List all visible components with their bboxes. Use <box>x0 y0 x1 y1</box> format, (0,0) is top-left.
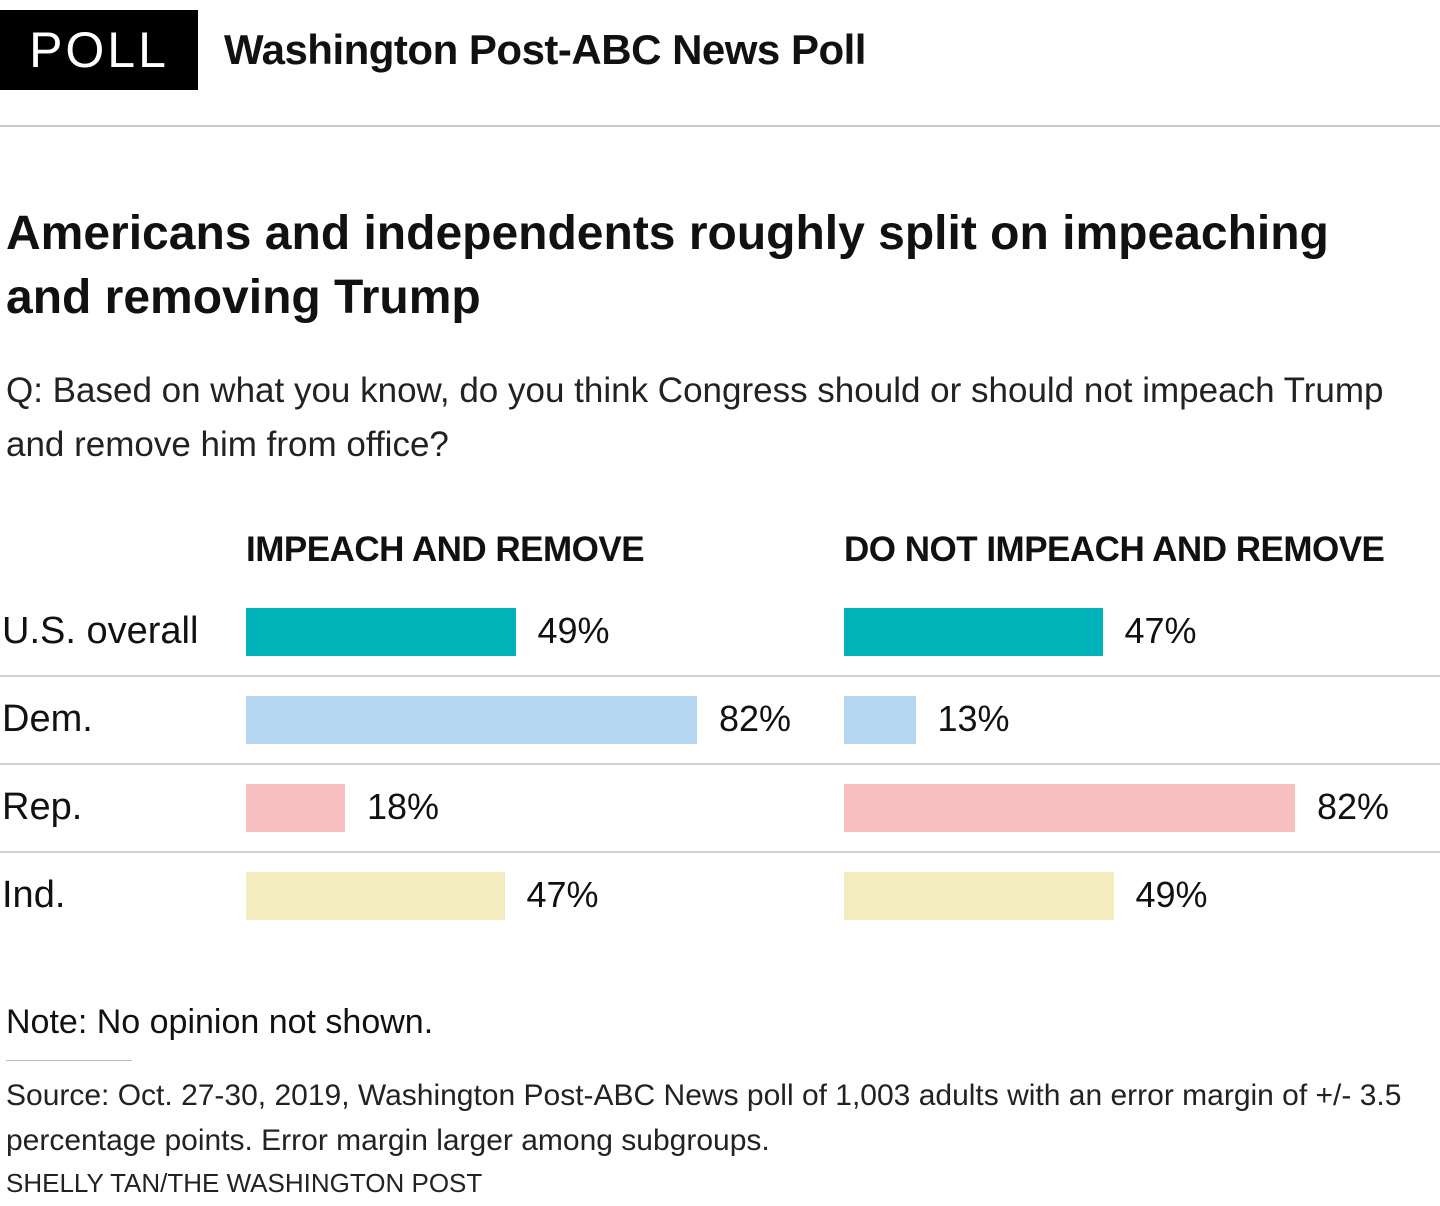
row-divider <box>0 763 1440 765</box>
chart-source: Source: Oct. 27-30, 2019, Washington Pos… <box>6 1079 1402 1157</box>
row-label-u-s-overall: U.S. overall <box>2 610 199 652</box>
column-header-do-not-impeach: DO NOT IMPEACH AND REMOVE <box>844 530 1385 569</box>
bar-do-not-impeach-ind <box>844 872 1114 920</box>
value-label-do-not-impeach-dem: 13% <box>937 698 1010 739</box>
value-label-impeach-dem: 82% <box>719 698 792 739</box>
row-label-dem: Dem. <box>2 698 93 740</box>
header-divider <box>0 125 1440 127</box>
bar-impeach-rep <box>246 784 345 832</box>
poll-question: Q: Based on what you know, do you think … <box>6 371 1384 464</box>
chart-credit: SHELLY TAN/THE WASHINGTON POST <box>6 1168 483 1198</box>
column-header-impeach: IMPEACH AND REMOVE <box>246 530 645 569</box>
bar-impeach-u-s-overall <box>246 608 516 656</box>
poll-title: Washington Post-ABC News Poll <box>224 26 866 73</box>
value-label-do-not-impeach-rep: 82% <box>1317 786 1390 827</box>
bar-impeach-ind <box>246 872 505 920</box>
row-label-ind: Ind. <box>2 874 66 916</box>
row-divider <box>0 851 1440 853</box>
value-label-do-not-impeach-u-s-overall: 47% <box>1124 610 1197 651</box>
bar-do-not-impeach-rep <box>844 784 1295 832</box>
poll-badge: POLL <box>0 10 198 90</box>
bar-do-not-impeach-u-s-overall <box>844 608 1103 656</box>
chart-headline: Americans and independents roughly split… <box>6 207 1329 324</box>
row-divider <box>0 675 1440 677</box>
note-divider <box>6 1060 132 1061</box>
value-label-do-not-impeach-ind: 49% <box>1135 874 1208 915</box>
value-label-impeach-rep: 18% <box>367 786 440 827</box>
bar-do-not-impeach-dem <box>844 696 916 744</box>
value-label-impeach-ind: 47% <box>526 874 599 915</box>
chart-note: Note: No opinion not shown. <box>6 1003 434 1041</box>
value-label-impeach-u-s-overall: 49% <box>537 610 610 651</box>
row-label-rep: Rep. <box>2 786 83 828</box>
bar-impeach-dem <box>246 696 697 744</box>
